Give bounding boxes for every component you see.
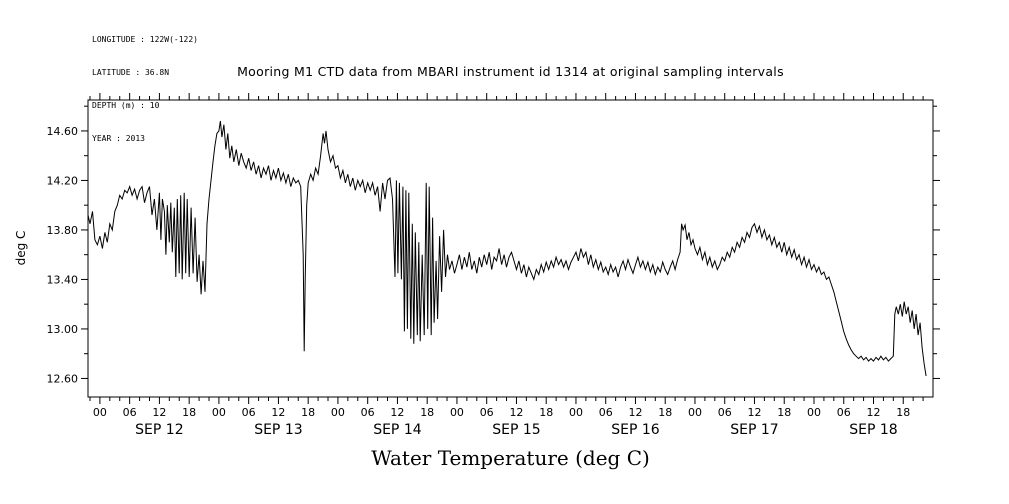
x-tick-label: 00: [331, 406, 345, 419]
x-tick-label: 12: [152, 406, 166, 419]
x-tick-label: 18: [539, 406, 553, 419]
x-tick-label: 12: [509, 406, 523, 419]
x-tick-label: 12: [628, 406, 642, 419]
day-label: SEP 18: [849, 422, 897, 438]
temperature-line: [87, 120, 927, 377]
station-metadata: LONGITUDE : 122W(-122) LATITUDE : 36.8N …: [92, 12, 198, 166]
plot-frame: [87, 99, 934, 398]
x-tick-label: 06: [718, 406, 732, 419]
x-tick-label: 00: [569, 406, 583, 419]
x-tick-label: 00: [93, 406, 107, 419]
x-tick-label: 00: [807, 406, 821, 419]
latitude-text: LATITUDE : 36.8N: [92, 68, 170, 77]
y-tick-label: 13.40: [47, 273, 79, 286]
x-tick-label: 18: [896, 406, 910, 419]
x-tick-label: 06: [361, 406, 375, 419]
day-label: SEP 17: [730, 422, 778, 438]
x-tick-label: 06: [123, 406, 137, 419]
x-tick-label: 06: [837, 406, 851, 419]
y-tick-label: 14.60: [47, 125, 79, 138]
x-tick-label: 12: [390, 406, 404, 419]
x-tick-label: 18: [301, 406, 315, 419]
y-tick-label: 14.20: [47, 174, 79, 187]
depth-text: DEPTH (m) : 10: [92, 101, 160, 110]
x-tick-label: 06: [242, 406, 256, 419]
day-label: SEP 13: [254, 422, 302, 438]
y-tick-label: 13.80: [47, 224, 79, 237]
y-tick-label: 13.00: [47, 323, 79, 336]
x-tick-label: 18: [777, 406, 791, 419]
longitude-text: LONGITUDE : 122W(-122): [92, 35, 198, 44]
day-label: SEP 15: [492, 422, 540, 438]
x-tick-label: 06: [480, 406, 494, 419]
x-tick-label: 12: [271, 406, 285, 419]
x-tick-label: 18: [182, 406, 196, 419]
day-label: SEP 12: [135, 422, 183, 438]
x-tick-label: 18: [658, 406, 672, 419]
y-tick-label: 12.60: [47, 372, 79, 385]
x-tick-label: 12: [747, 406, 761, 419]
bottom-axis-title: Water Temperature (deg C): [371, 446, 650, 470]
chart-title: Mooring M1 CTD data from MBARI instrumen…: [237, 64, 784, 79]
x-tick-label: 00: [450, 406, 464, 419]
x-tick-label: 06: [599, 406, 613, 419]
day-label: SEP 16: [611, 422, 660, 438]
day-label: SEP 14: [373, 422, 422, 438]
year-text: YEAR : 2013: [92, 134, 145, 143]
x-tick-label: 12: [866, 406, 880, 419]
x-tick-label: 00: [688, 406, 702, 419]
x-tick-label: 00: [212, 406, 226, 419]
x-tick-label: 18: [420, 406, 434, 419]
